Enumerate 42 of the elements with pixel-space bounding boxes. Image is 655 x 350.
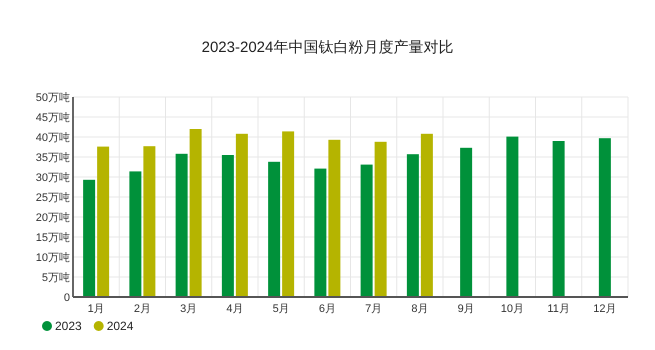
y-tick-label: 25万吨 xyxy=(36,191,70,204)
y-tick-label: 40万吨 xyxy=(36,131,70,144)
bar xyxy=(222,155,234,297)
x-tick-label: 6月 xyxy=(318,303,336,315)
y-tick-label: 20万吨 xyxy=(36,211,70,224)
bar xyxy=(314,168,326,297)
x-tick-label: 12月 xyxy=(593,303,616,315)
bar xyxy=(97,146,110,297)
chart-title: 2023-2024年中国钛白粉月度产量对比 xyxy=(202,39,454,56)
x-tick-label: 3月 xyxy=(180,303,198,315)
bar xyxy=(236,134,248,297)
bar xyxy=(420,134,433,297)
bar xyxy=(268,162,280,297)
legend-label: 2023 xyxy=(55,319,82,333)
y-tick-label: 10万吨 xyxy=(36,251,70,264)
y-tick-label: 30万吨 xyxy=(36,171,70,184)
legend-label: 2024 xyxy=(106,319,134,333)
x-tick-label: 7月 xyxy=(365,303,382,315)
bar xyxy=(83,180,96,297)
x-tick-label: 8月 xyxy=(411,303,428,315)
x-tick-label: 5月 xyxy=(272,303,290,315)
bar xyxy=(406,154,419,297)
y-tick-label: 5万吨 xyxy=(42,271,70,284)
bar xyxy=(282,131,294,297)
y-tick-label: 35万吨 xyxy=(36,151,70,164)
x-tick-label: 4月 xyxy=(226,303,244,315)
x-tick-label: 9月 xyxy=(458,303,475,315)
x-tick-label: 10月 xyxy=(500,303,524,315)
x-tick-label: 1月 xyxy=(88,303,105,315)
bar xyxy=(129,171,142,297)
x-tick-label: 11月 xyxy=(547,303,570,315)
y-tick-label: 45万吨 xyxy=(36,111,70,124)
bar xyxy=(360,164,373,297)
bar xyxy=(143,146,156,297)
y-tick-label: 0 xyxy=(64,292,70,304)
bar xyxy=(328,140,340,297)
bar xyxy=(374,142,387,297)
bar xyxy=(176,154,188,297)
y-tick-label: 50万吨 xyxy=(36,91,70,104)
bar xyxy=(190,129,202,297)
y-tick-label: 15万吨 xyxy=(36,231,70,244)
x-tick-label: 2月 xyxy=(134,303,151,315)
